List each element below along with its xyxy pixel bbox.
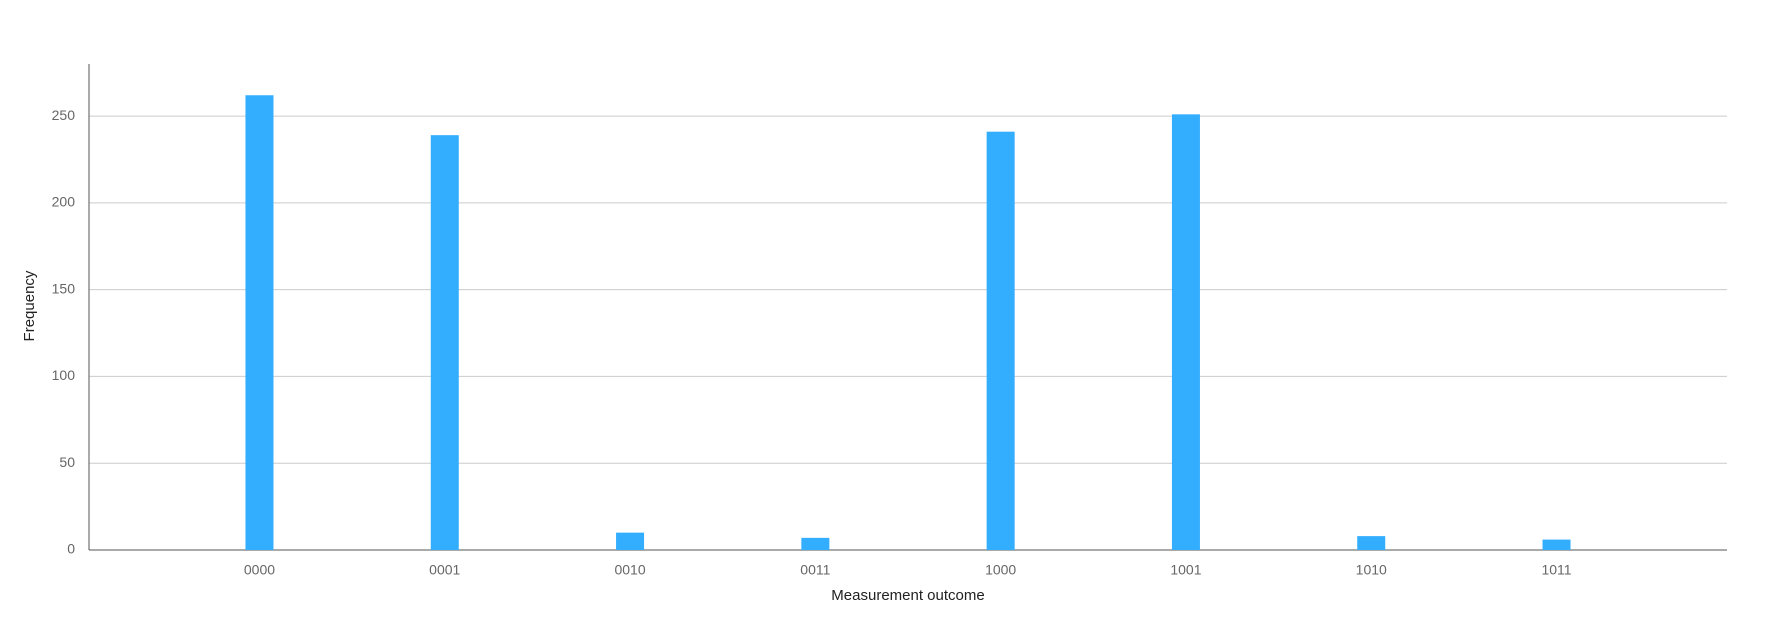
y-tick-label: 250 (52, 107, 76, 123)
x-tick-label: 0010 (614, 562, 645, 578)
bar (1171, 114, 1200, 550)
x-tick-label: 1001 (1170, 562, 1201, 578)
bar (616, 532, 645, 550)
bar (1542, 539, 1571, 550)
bar (801, 537, 830, 550)
bar (986, 131, 1015, 550)
bar (245, 95, 274, 550)
y-tick-label: 150 (52, 280, 76, 296)
x-tick-label: 1000 (985, 562, 1016, 578)
y-tick-label: 0 (67, 541, 75, 557)
y-tick-label: 200 (52, 194, 76, 210)
bar (430, 135, 459, 550)
x-tick-label: 0001 (429, 562, 460, 578)
y-tick-label: 100 (52, 367, 76, 383)
x-tick-label: 1011 (1541, 562, 1571, 578)
x-axis-title: Measurement outcome (831, 587, 984, 604)
x-tick-label: 0011 (800, 562, 830, 578)
y-axis-title: Frequency (21, 270, 38, 341)
x-tick-label: 1010 (1356, 562, 1387, 578)
x-tick-label: 0000 (244, 562, 275, 578)
y-tick-label: 50 (59, 454, 75, 470)
bar (1357, 536, 1386, 550)
